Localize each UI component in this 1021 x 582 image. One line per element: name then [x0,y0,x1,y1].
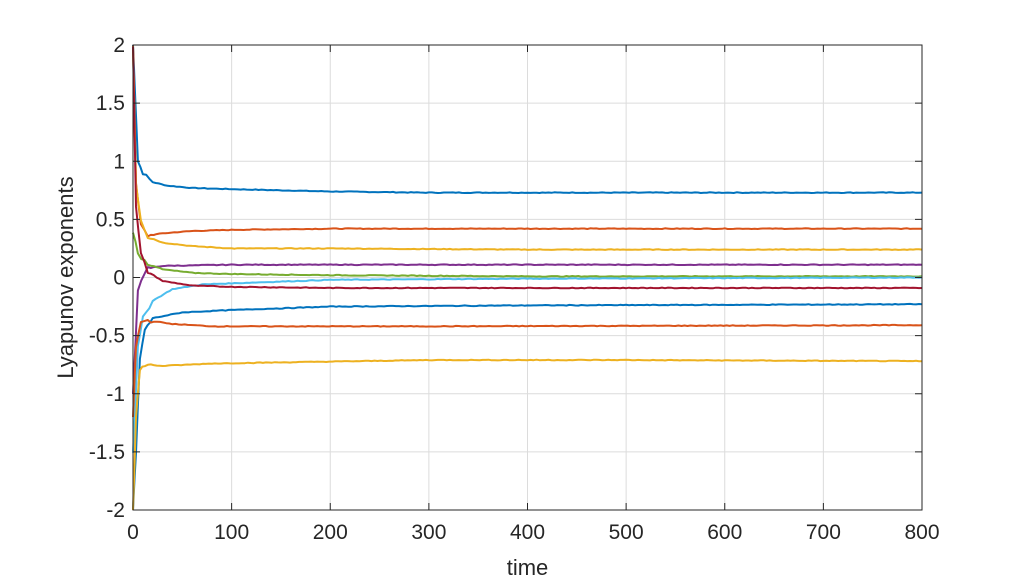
x-tick-label: 100 [214,521,249,544]
y-tick-label: 1 [113,150,125,173]
x-axis-label: time [507,555,549,580]
series-line-8 [132,302,923,510]
series-line-6 [132,276,923,453]
y-tick-label: 0 [113,267,125,290]
x-tick-label: 600 [707,521,742,544]
x-tick-label: 400 [510,521,545,544]
series-line-5 [132,232,923,278]
x-tick-label: 800 [904,521,939,544]
x-tick-label: 0 [127,521,139,544]
series-line-10 [132,358,922,511]
series-line-3 [132,46,923,251]
y-tick-label: 1.5 [96,92,125,115]
y-tick-label: -1.5 [89,441,125,464]
x-tick-label: 500 [609,521,644,544]
series-line-1 [132,44,923,194]
x-tick-label: 200 [313,521,348,544]
series-line-4 [132,263,923,395]
series-line-2 [132,45,923,238]
series-lines [132,44,923,511]
y-tick-label: -0.5 [89,325,125,348]
y-tick-label: 0.5 [96,208,125,231]
x-axis-ticks: 0 100 200 300 400 500 600 700 800 [127,45,940,544]
y-tick-label: -2 [106,499,125,522]
y-tick-label: -1 [106,383,125,406]
y-tick-label: 2 [113,34,125,57]
y-axis-ticks: -2 -1.5 -1 -0.5 0 0.5 1 1.5 2 [89,34,922,522]
series-line-9 [132,319,923,418]
x-tick-label: 300 [411,521,446,544]
series-line-7 [132,46,923,290]
x-tick-label: 700 [806,521,841,544]
y-axis-label: Lyapunov exponents [53,176,78,378]
